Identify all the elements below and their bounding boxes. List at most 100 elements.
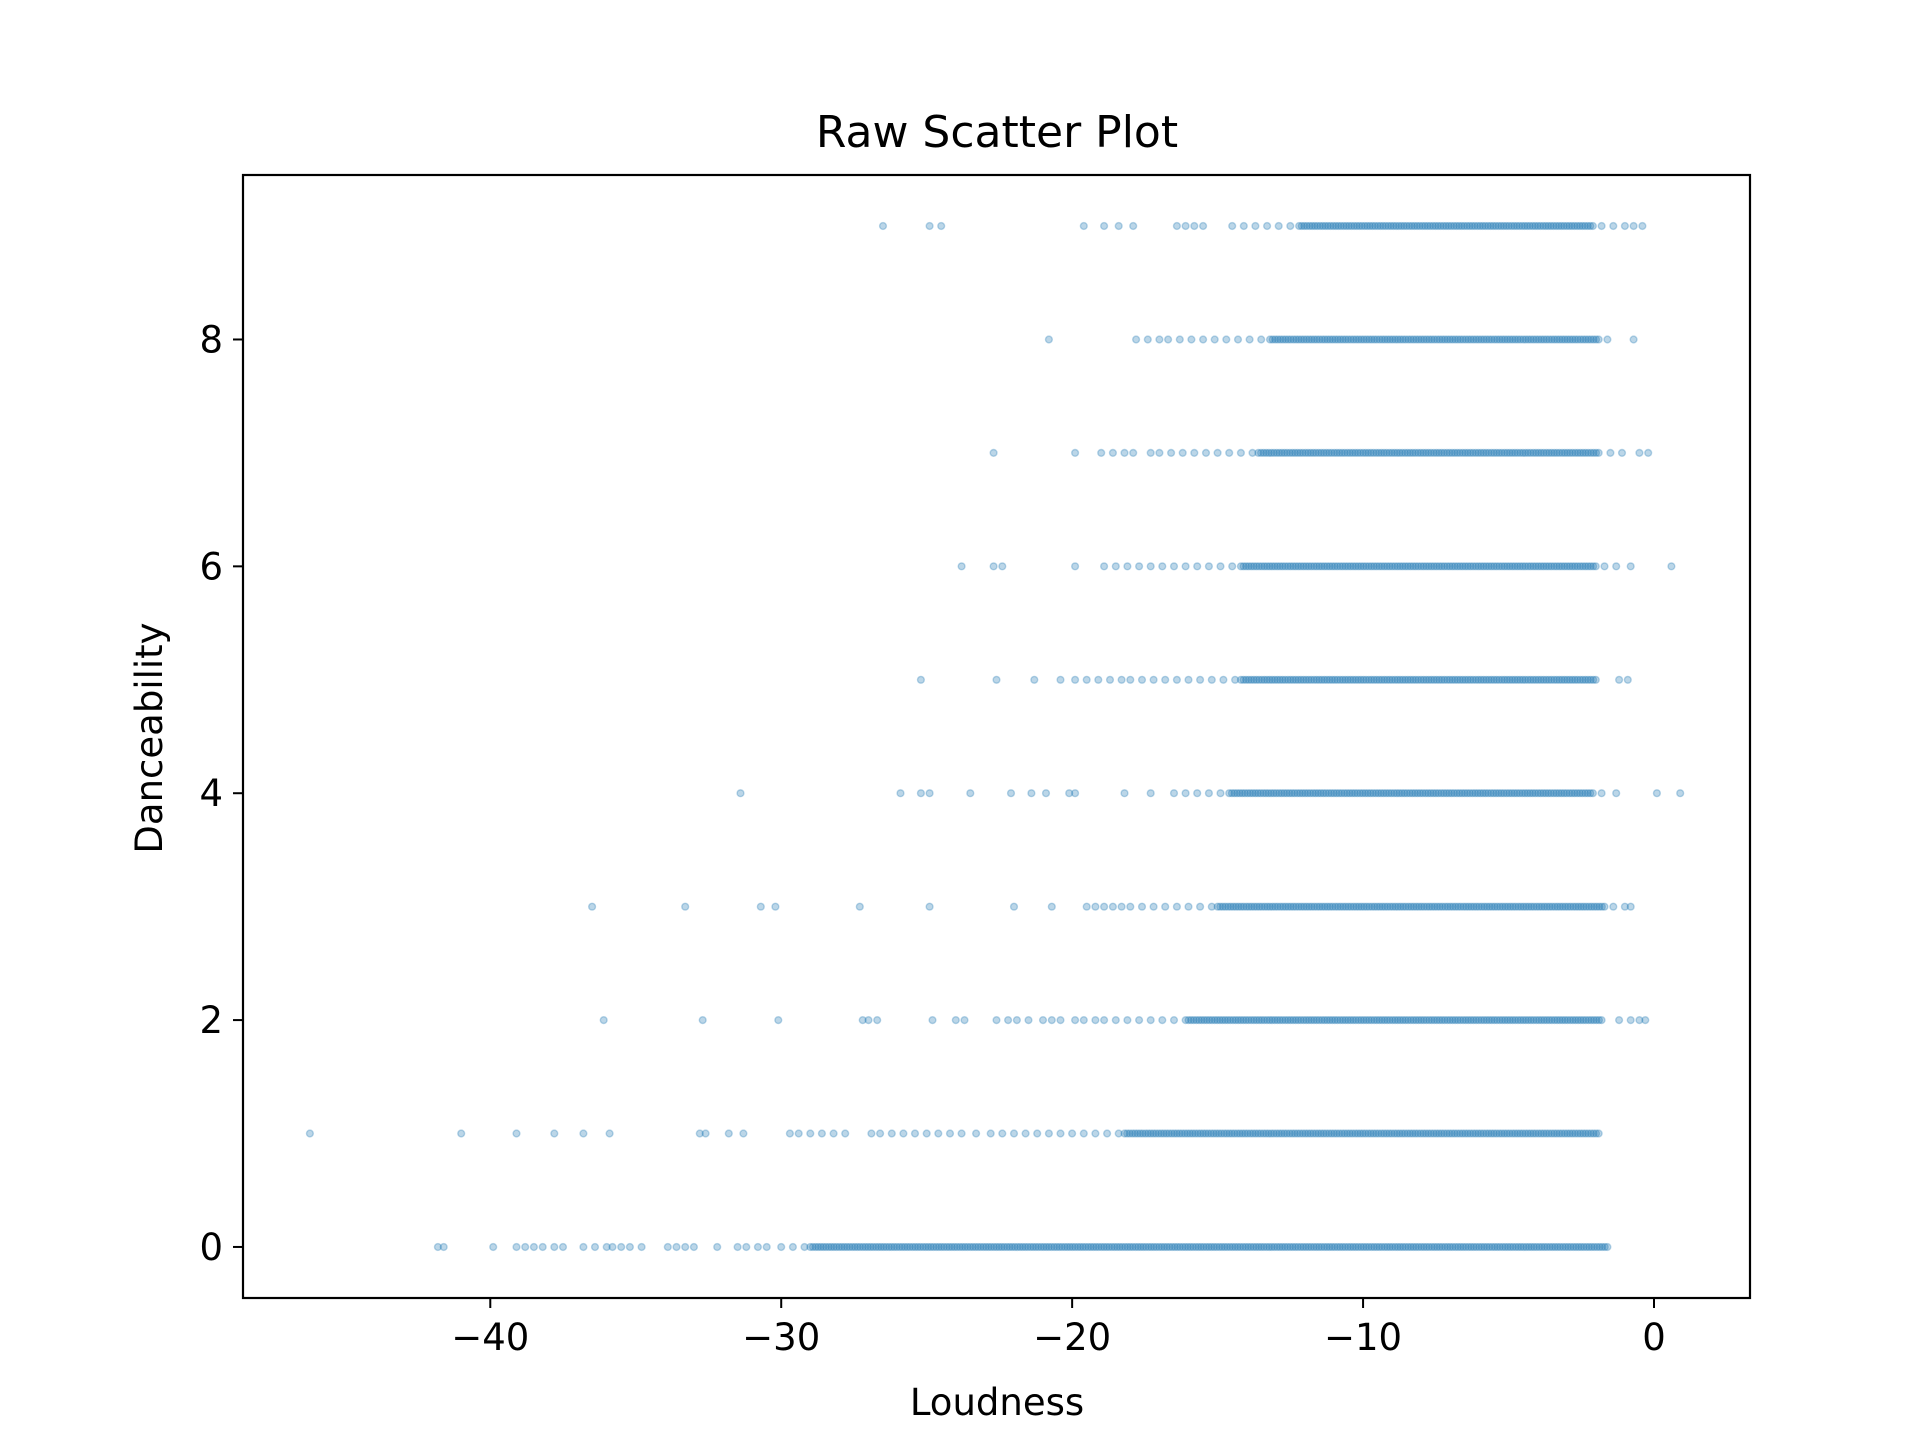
scatter-point-dense xyxy=(1469,1015,1478,1025)
scatter-point-dense xyxy=(1481,1129,1491,1138)
scatter-point-dense xyxy=(1227,789,1237,798)
scatter-point xyxy=(736,789,745,798)
scatter-point-dense xyxy=(1290,789,1299,798)
scatter-point-dense xyxy=(1590,1242,1599,1252)
scatter-point-dense xyxy=(1320,902,1329,911)
scatter-point xyxy=(1056,1129,1065,1138)
scatter-point-dense xyxy=(1383,902,1392,911)
scatter-point-dense xyxy=(1315,902,1324,911)
scatter-point-dense xyxy=(1333,1242,1342,1252)
scatter-point-dense xyxy=(1600,902,1609,911)
scatter-point-dense xyxy=(1362,1242,1371,1252)
scatter-point xyxy=(1105,675,1115,684)
scatter-point-dense xyxy=(897,1242,907,1252)
scatter-point xyxy=(529,1242,539,1252)
scatter-point xyxy=(829,1129,838,1138)
scatter-point xyxy=(771,902,780,911)
scatter-point xyxy=(1114,1129,1123,1138)
scatter-point-dense xyxy=(1419,1129,1428,1138)
scatter-point-dense xyxy=(1325,902,1335,911)
scatter-point-dense xyxy=(1286,675,1295,684)
scatter-point-dense xyxy=(1562,789,1571,798)
scatter-point-dense xyxy=(1560,675,1569,684)
scatter-point-dense xyxy=(1247,902,1256,911)
scatter-point xyxy=(1181,562,1190,571)
scatter-point-dense xyxy=(1361,562,1371,571)
scatter-point-dense xyxy=(1249,562,1259,571)
scatter-point-dense xyxy=(1186,1015,1196,1025)
scatter-point xyxy=(1629,335,1638,344)
scatter-point-dense xyxy=(1434,789,1443,798)
scatter-point-dense xyxy=(1386,902,1395,911)
scatter-point-dense xyxy=(1448,1242,1457,1252)
scatter-point xyxy=(1012,1015,1022,1025)
scatter-point-dense xyxy=(1260,562,1269,571)
scatter-point-dense xyxy=(1248,1129,1258,1138)
y-tick-label: 6 xyxy=(199,545,223,588)
scatter-point-dense xyxy=(1532,1015,1541,1025)
scatter-point-dense xyxy=(1202,1015,1211,1025)
scatter-point-dense xyxy=(1351,1015,1360,1025)
scatter-point xyxy=(1233,335,1243,344)
scatter-point-dense xyxy=(1555,1129,1564,1138)
scatter-point xyxy=(1027,789,1036,798)
scatter-point-dense xyxy=(1518,789,1527,798)
scatter-point-dense xyxy=(1280,789,1289,798)
scatter-point xyxy=(925,902,934,911)
scatter-point xyxy=(1117,675,1126,684)
scatter-point-dense xyxy=(1369,675,1379,684)
scatter-point-dense xyxy=(1515,675,1525,684)
scatter-point-dense xyxy=(1359,1242,1368,1252)
scatter-point-dense xyxy=(1273,675,1282,684)
scatter-point-dense xyxy=(1487,675,1496,684)
scatter-point-dense xyxy=(1508,1242,1518,1252)
scatter-point xyxy=(1172,902,1182,911)
scatter-point-dense xyxy=(1440,1015,1449,1025)
scatter-point xyxy=(934,1129,943,1138)
scatter-point xyxy=(1030,675,1039,684)
scatter-point xyxy=(989,448,998,458)
scatter-point-dense xyxy=(1247,562,1256,571)
scatter-point-dense xyxy=(1283,562,1293,571)
scatter-point-dense xyxy=(1505,675,1514,684)
scatter-point xyxy=(945,1129,955,1138)
scatter-point-dense xyxy=(1494,789,1503,798)
scatter-point xyxy=(1641,1015,1650,1025)
scatter-point-dense xyxy=(1578,789,1587,798)
scatter-point-dense xyxy=(1384,789,1393,798)
scatter-point xyxy=(608,1242,617,1252)
scatter-point-dense xyxy=(1275,562,1285,571)
scatter-point-dense xyxy=(1524,1242,1533,1252)
scatter-point-dense xyxy=(1317,1015,1327,1025)
scatter-point xyxy=(1635,448,1644,458)
scatter-point-dense xyxy=(1299,1015,1308,1025)
scatter-point-dense xyxy=(952,1242,962,1252)
scatter-point-dense xyxy=(895,1242,904,1252)
scatter-point xyxy=(867,1129,876,1138)
scatter-point-dense xyxy=(1348,675,1358,684)
scatter-point-dense xyxy=(1555,675,1564,684)
scatter-point-dense xyxy=(1335,562,1345,571)
scatter-point-dense xyxy=(1497,1129,1506,1138)
scatter-point-dense xyxy=(1568,1129,1577,1138)
scatter-point-dense xyxy=(1340,1129,1349,1138)
scatter-point-dense xyxy=(1582,1242,1591,1252)
scatter-point xyxy=(1609,902,1618,911)
scatter-point-dense xyxy=(1303,789,1312,798)
scatter-point-dense xyxy=(1536,789,1545,798)
scatter-point-dense xyxy=(1333,902,1343,911)
scatter-point-dense xyxy=(1430,1015,1439,1025)
scatter-point-dense xyxy=(1535,902,1544,911)
scatter-point-dense xyxy=(1348,1129,1357,1138)
scatter-point-dense xyxy=(1200,1015,1209,1025)
scatter-point-dense xyxy=(1453,1242,1463,1252)
scatter-point-dense xyxy=(1278,1015,1287,1025)
scatter-point-dense xyxy=(1456,1015,1465,1025)
scatter-point-dense xyxy=(1317,675,1326,684)
scatter-point-dense xyxy=(1382,789,1391,798)
scatter-point-dense xyxy=(1417,1242,1426,1252)
scatter-point xyxy=(1257,335,1266,344)
scatter-point-dense xyxy=(1268,675,1277,684)
scatter-point xyxy=(1286,221,1295,231)
scatter-point-dense xyxy=(1393,1242,1402,1252)
